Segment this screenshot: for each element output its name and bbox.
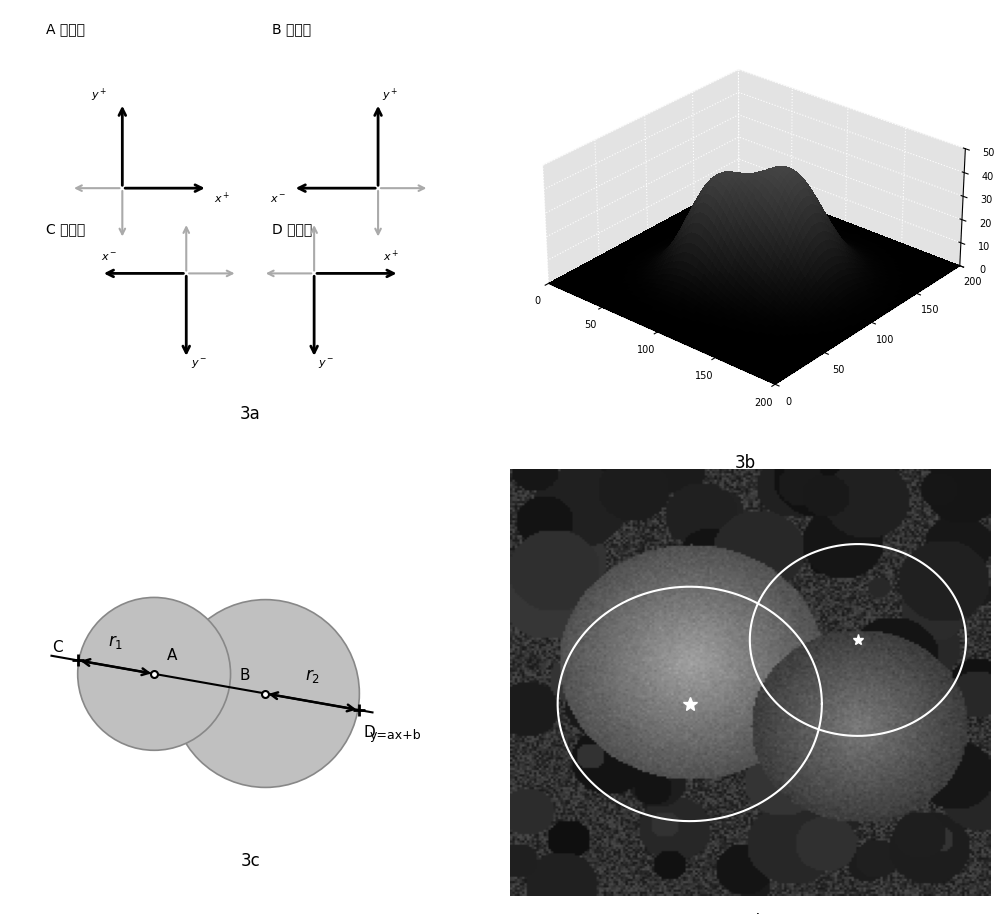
Text: A: A [167,648,178,663]
Circle shape [172,600,359,788]
Text: $y^-$: $y^-$ [318,358,335,371]
Text: $y^+$: $y^+$ [382,87,399,104]
Text: A 方向：: A 方向： [46,22,85,36]
Text: 3d: 3d [739,913,760,914]
Text: 3c: 3c [240,853,260,870]
Text: D: D [364,726,375,740]
Text: $y^+$: $y^+$ [91,87,107,104]
Text: C 方向：: C 方向： [46,222,85,236]
Text: 3b: 3b [734,454,756,473]
Text: $x^-$: $x^-$ [101,251,118,262]
Text: y=ax+b: y=ax+b [370,729,421,742]
Text: $x^+$: $x^+$ [214,191,230,207]
Text: $x^-$: $x^-$ [270,194,286,205]
Text: $x^+$: $x^+$ [383,249,399,264]
Text: D 方向：: D 方向： [272,222,312,236]
Text: $r_2$: $r_2$ [305,667,320,686]
Text: C: C [52,640,62,655]
Text: $y^-$: $y^-$ [191,358,207,371]
Circle shape [78,598,231,750]
Text: B: B [239,667,250,683]
Text: 3a: 3a [240,405,261,422]
Text: $r_1$: $r_1$ [108,632,124,651]
Text: B 方向：: B 方向： [272,22,311,36]
